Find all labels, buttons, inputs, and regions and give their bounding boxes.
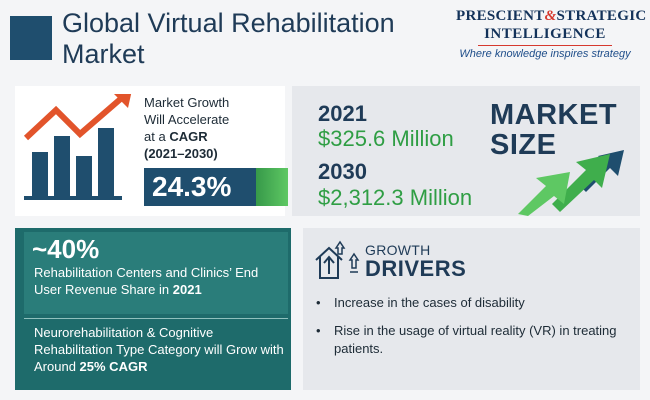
cagr-badge: 24.3%	[144, 168, 288, 206]
type-category-text: Neurorehabilitation & Cognitive Rehabili…	[34, 325, 284, 374]
cagr-badge-background	[144, 168, 256, 206]
drivers-label-big: DRIVERS	[365, 256, 467, 281]
list-item: Rise in the usage of virtual reality (VR…	[314, 322, 634, 358]
segment-divider	[24, 318, 288, 319]
drivers-list: Increase in the cases of disability Rise…	[314, 294, 634, 368]
market-size-panel	[292, 86, 640, 216]
year-2030: 2030	[318, 159, 367, 184]
logo-line1: PRESCIENT&STRATEGIC	[456, 8, 647, 24]
end-user-box	[24, 232, 288, 314]
company-logo: PRESCIENT&STRATEGIC INTELLIGENCE Where k…	[456, 8, 647, 60]
end-user-share-percent: ~40%	[32, 234, 100, 264]
drivers-label-small: GROWTH	[365, 242, 431, 258]
growth-drivers-icon	[315, 240, 360, 279]
year-2021: 2021	[318, 101, 367, 126]
logo-line2: INTELLIGENCE	[478, 26, 612, 46]
amount-2021: $325.6 Million	[318, 126, 454, 151]
amount-2030: $2,312.3 Million	[318, 185, 473, 210]
growth-description: Market Growth Will Accelerate at a CAGR …	[144, 95, 230, 161]
growth-bar-chart-icon	[23, 94, 132, 200]
title-accent-square	[10, 16, 52, 60]
upward-arrows-icon	[518, 150, 624, 216]
end-user-share-text: Rehabilitation Centers and Clinics’ End …	[34, 265, 259, 297]
page-title: Global Virtual Rehabilitation Market	[62, 8, 395, 69]
cagr-value: 24.3%	[152, 171, 232, 202]
list-item: Increase in the cases of disability	[314, 294, 634, 312]
market-size-title: MARKET SIZE	[490, 99, 618, 161]
logo-tagline: Where knowledge inspires strategy	[459, 48, 631, 60]
